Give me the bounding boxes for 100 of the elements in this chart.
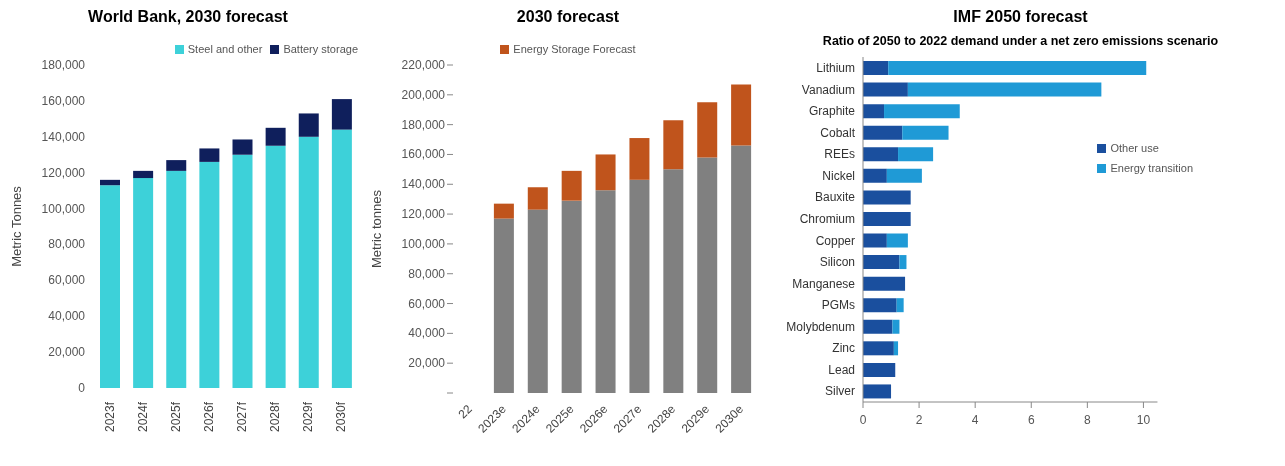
bar [199,148,220,162]
y-tick-label: 80,000 [408,266,446,281]
bar [884,104,960,119]
bar [663,120,684,170]
y-tick-label: 160,000 [41,93,86,108]
y-tick-label: Nickel [822,168,855,183]
bar [863,298,897,313]
bar [863,168,887,183]
bar [863,125,903,140]
x-tick-label: 2027f [235,401,250,433]
bar [896,298,904,313]
x-tick-label: 2024f [135,401,150,433]
y-tick-label: Zinc [832,341,855,356]
bar [100,185,120,388]
y-tick-label: PGMs [821,298,855,313]
y-tick-label: 20,000 [48,345,86,360]
bar [527,187,548,210]
bar [561,170,582,201]
bar [893,341,899,356]
bar [663,169,684,393]
bar [731,145,752,393]
y-tick-label: Cobalt [820,125,856,140]
x-tick-label: 0 [859,413,867,427]
y-tick-label: Molybdenum [786,319,855,334]
y-tick-label: 60,000 [408,296,446,311]
bar [863,211,911,226]
bar [697,157,718,393]
y-tick-label: 120,000 [401,207,446,222]
bar [561,200,582,393]
x-tick-label: 2028f [268,401,283,433]
bar [595,154,616,191]
bar [863,104,885,119]
bar [166,170,187,388]
bar [265,145,286,388]
bar [731,84,752,146]
x-tick-label: 2029f [301,401,316,433]
x-tick-label: 2026f [201,401,216,433]
y-tick-label: 80,000 [48,237,86,252]
x-tick-label: 2023f [102,401,117,433]
bar [100,179,120,186]
bar [331,99,352,130]
bar [133,170,154,179]
bar [902,125,949,140]
bar [888,61,1147,75]
y-tick-label: 140,000 [41,129,86,144]
y-tick-label: 40,000 [48,309,86,324]
y-tick-label: Bauxite [814,190,856,205]
y-tick-label: Chromium [799,211,855,226]
chart-subtitle: Ratio of 2050 to 2022 demand under a net zero emissions scenario [821,34,1220,48]
bar [629,138,650,180]
bar [595,190,616,393]
y-tick-label: 180,000 [401,117,446,132]
y-tick-label: Silver [824,384,855,399]
bar [863,82,908,97]
y-tick-label: Manganese [792,276,856,291]
y-tick-label: REEs [824,147,855,162]
bar [886,168,922,183]
y-tick-label: 40,000 [408,326,446,341]
x-tick-label: 2025f [168,401,183,433]
bar [493,203,514,219]
y-tick-label: Vanadium [801,82,855,97]
bar [166,160,187,171]
bar [527,209,548,393]
bar [863,147,899,162]
bar [899,255,907,270]
legend-label: Energy Storage Forecast [513,43,636,55]
y-tick-label: 220,000 [401,58,446,72]
legend-label: Other use [1110,142,1159,154]
chart-title: World Bank, 2030 forecast [87,8,289,27]
y-tick-label: 140,000 [401,177,446,192]
y-tick-label: 100,000 [41,201,86,216]
y-tick-label: Silicon [819,255,855,270]
bar [886,233,908,248]
x-tick-label: 10 [1136,413,1151,427]
y-tick-label: 0 [78,381,86,395]
bar [863,255,900,270]
y-tick-label: 20,000 [408,356,446,371]
bar [863,341,894,356]
bar [493,218,514,393]
bar [863,362,896,377]
bar [892,319,900,334]
x-tick-label: 8 [1084,413,1091,427]
y-tick-label: 120,000 [41,165,86,180]
bar [697,102,718,158]
bar [907,82,1102,97]
bar [863,61,889,75]
x-tick-label: 2 [915,413,923,427]
y-axis-title: Metric tonnes [368,189,384,269]
bar [863,276,906,291]
y-tick-label: 180,000 [41,58,86,72]
bar [331,129,352,388]
bar [863,233,887,248]
bar [898,147,934,162]
chart-title: IMF 2050 forecast [952,8,1089,27]
bar [863,319,893,334]
bar [298,113,319,137]
legend-label: Energy transition [1110,162,1193,174]
bar [232,154,253,388]
bar [133,178,154,388]
y-tick-label: Lithium [816,61,855,76]
